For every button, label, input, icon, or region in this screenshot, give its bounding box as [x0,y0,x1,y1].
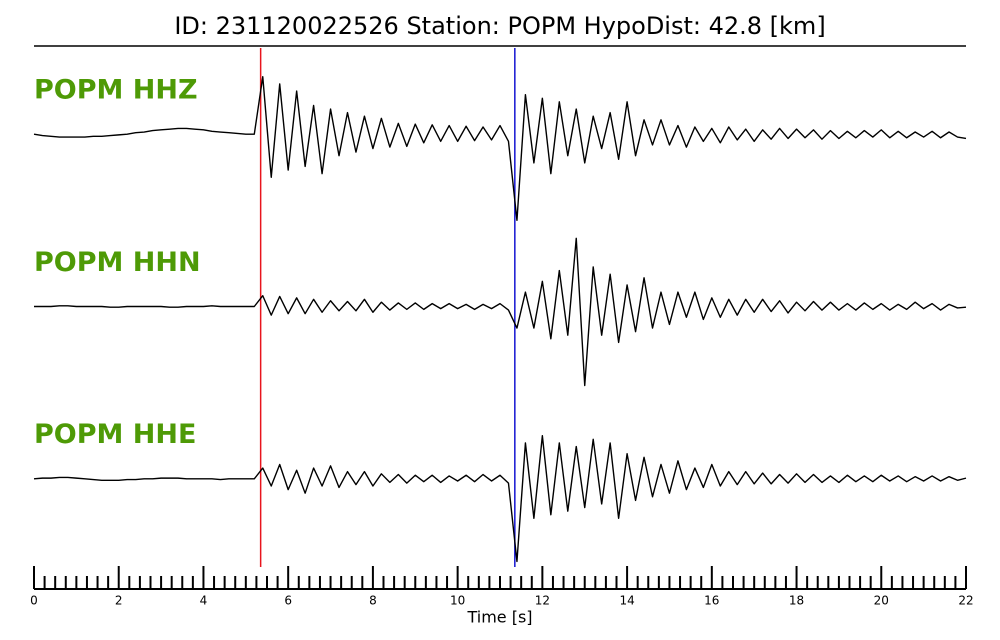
trace [33,435,967,563]
x-axis-label: Time [s] [466,608,532,627]
trace [34,237,967,387]
x-tick-label: 0 [30,594,38,608]
trace-label: POPM HHE [34,419,196,450]
x-tick-label: 18 [789,594,804,608]
x-tick-label: 12 [535,594,550,608]
trace-label: POPM HHZ [34,75,198,106]
x-tick-label: 20 [874,594,889,608]
trace [33,76,967,222]
x-tick-label: 10 [450,594,465,608]
x-tick-label: 16 [704,594,719,608]
x-tick-label: 14 [619,594,634,608]
chart-title: ID: 231120022526 Station: POPM HypoDist:… [174,12,825,40]
x-tick-label: 6 [284,594,292,608]
trace-label: POPM HHN [34,247,201,278]
x-tick-label: 4 [200,594,208,608]
x-tick-label: 22 [958,594,973,608]
x-tick-label: 8 [369,594,377,608]
x-tick-label: 2 [115,594,123,608]
